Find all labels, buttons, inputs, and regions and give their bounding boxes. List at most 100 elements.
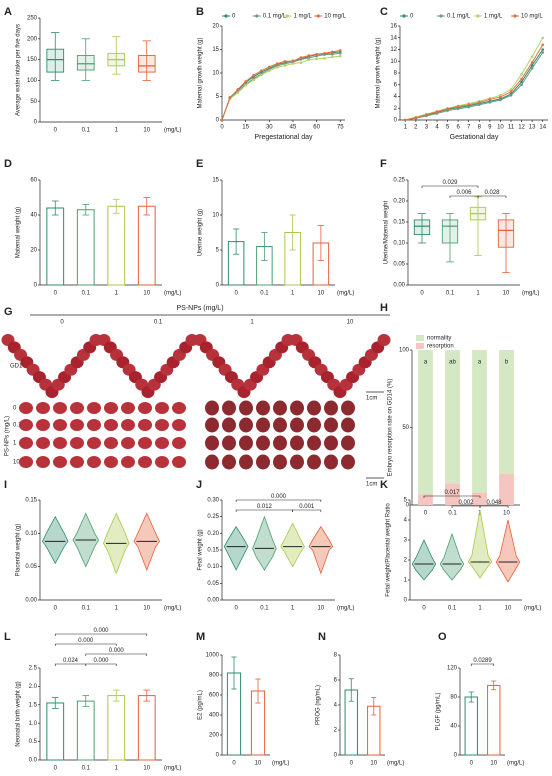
scale-label: 1cm (366, 482, 377, 488)
bar-segment (472, 492, 487, 505)
p-value: 0.029 (442, 180, 458, 186)
embryo (341, 435, 355, 451)
y-tick-label: 20 (212, 24, 219, 30)
violin (411, 539, 437, 581)
x-tick-label: 0.1 (260, 606, 269, 612)
y-tick-label: 250 (27, 16, 38, 22)
legend-label: 0 (410, 14, 414, 20)
legend-label: 1 mg/L (294, 14, 313, 20)
point (291, 62, 295, 65)
group-letter: b (505, 360, 509, 366)
point (499, 95, 502, 99)
x-tick-label: 0 (470, 761, 474, 767)
x-tick-label: 15 (242, 125, 249, 131)
series-line (221, 55, 341, 121)
violin (223, 525, 249, 571)
bar (46, 702, 65, 761)
point (541, 36, 545, 40)
y-tick-label: 1.0 (29, 721, 38, 727)
y-axis-label: Uterine weight (g) (198, 209, 204, 256)
significance-bracket (54, 633, 148, 636)
x-tick-label: 1 (291, 291, 295, 297)
x-tick-label: 45 (290, 125, 297, 131)
y-tick-label: 0 (34, 283, 38, 289)
embryo (19, 437, 33, 449)
embryo (70, 437, 84, 449)
x-tick-label: 10 (370, 761, 377, 767)
point (509, 94, 513, 97)
point (291, 59, 295, 63)
y-tick-label: 0.25 (207, 514, 219, 520)
stage-label: GD14 (10, 364, 26, 370)
x-tick-label: 0.1 (82, 766, 91, 772)
embryo (53, 437, 67, 449)
point (252, 74, 255, 77)
bar-segment (445, 350, 460, 484)
x-unit: (mg/L) (337, 291, 354, 297)
x-tick-label: 0 (350, 761, 354, 767)
significance-bracket (292, 509, 322, 512)
embryo (155, 402, 169, 414)
scale-label: 1cm (366, 396, 377, 402)
panel-label: M (196, 631, 205, 643)
bar (107, 695, 126, 761)
embryo (121, 456, 135, 468)
embryo (222, 454, 236, 470)
row-axis-label: PS-NPs (mg/L) (5, 416, 11, 456)
x-tick-label: 0 (234, 606, 238, 612)
point (268, 65, 271, 69)
y-tick-label: 16 (390, 24, 397, 30)
x-tick-label: 0 (54, 128, 58, 134)
y-tick-label: 2.0 (29, 684, 38, 690)
x-unit: (mg/L) (272, 761, 289, 767)
embryo (138, 402, 152, 414)
y-tick-label: 0 (216, 283, 220, 289)
legend-marker (402, 14, 406, 18)
x-tick-label: 3 (425, 125, 429, 131)
box (46, 48, 65, 73)
point (530, 67, 534, 70)
y-tick-label: 3 (404, 538, 408, 544)
bar-segment (418, 494, 433, 505)
x-axis-label: Gestational day (450, 134, 499, 141)
point (338, 54, 342, 58)
point (456, 105, 460, 108)
embryo (222, 400, 236, 416)
y-tick-label: 4 (334, 703, 338, 709)
embryo (205, 417, 219, 433)
x-tick-label: 11 (508, 125, 515, 131)
bar (487, 684, 501, 756)
x-unit: (mg/L) (387, 761, 404, 767)
point (283, 64, 287, 67)
y-tick-label: 200 (209, 733, 220, 739)
bar (76, 700, 95, 761)
y-tick-label: 60 (30, 178, 37, 184)
y-tick-label: 0.00 (25, 598, 37, 604)
x-tick-label: 10 (143, 766, 150, 772)
panel-label: D (4, 158, 12, 170)
box (497, 219, 515, 248)
x-tick-label: 12 (518, 125, 525, 131)
point (275, 62, 279, 65)
embryo (53, 419, 67, 431)
x-tick-label: 0 (234, 291, 238, 297)
y-tick-label: 0.05 (25, 564, 37, 570)
embryo (341, 454, 355, 470)
significance-bracket (235, 509, 293, 512)
point (425, 113, 428, 117)
y-tick-label: 4 (394, 94, 398, 100)
x-tick-label: 8 (478, 125, 482, 131)
y-tick-label: 0 (404, 598, 408, 604)
significance-bracket (421, 185, 479, 188)
y-tick-label: 5 (216, 248, 220, 254)
y-tick-label: 200 (27, 36, 38, 42)
legend-label: 0.1 mg/L (263, 14, 287, 20)
violin (495, 519, 521, 583)
point (530, 64, 534, 67)
x-unit: (mg/L) (507, 761, 524, 767)
point (331, 52, 334, 56)
embryo (205, 454, 219, 470)
x-tick-label: 10 (318, 291, 325, 297)
y-tick-label: 1 (404, 578, 408, 584)
y-tick-label: 12 (390, 47, 397, 53)
